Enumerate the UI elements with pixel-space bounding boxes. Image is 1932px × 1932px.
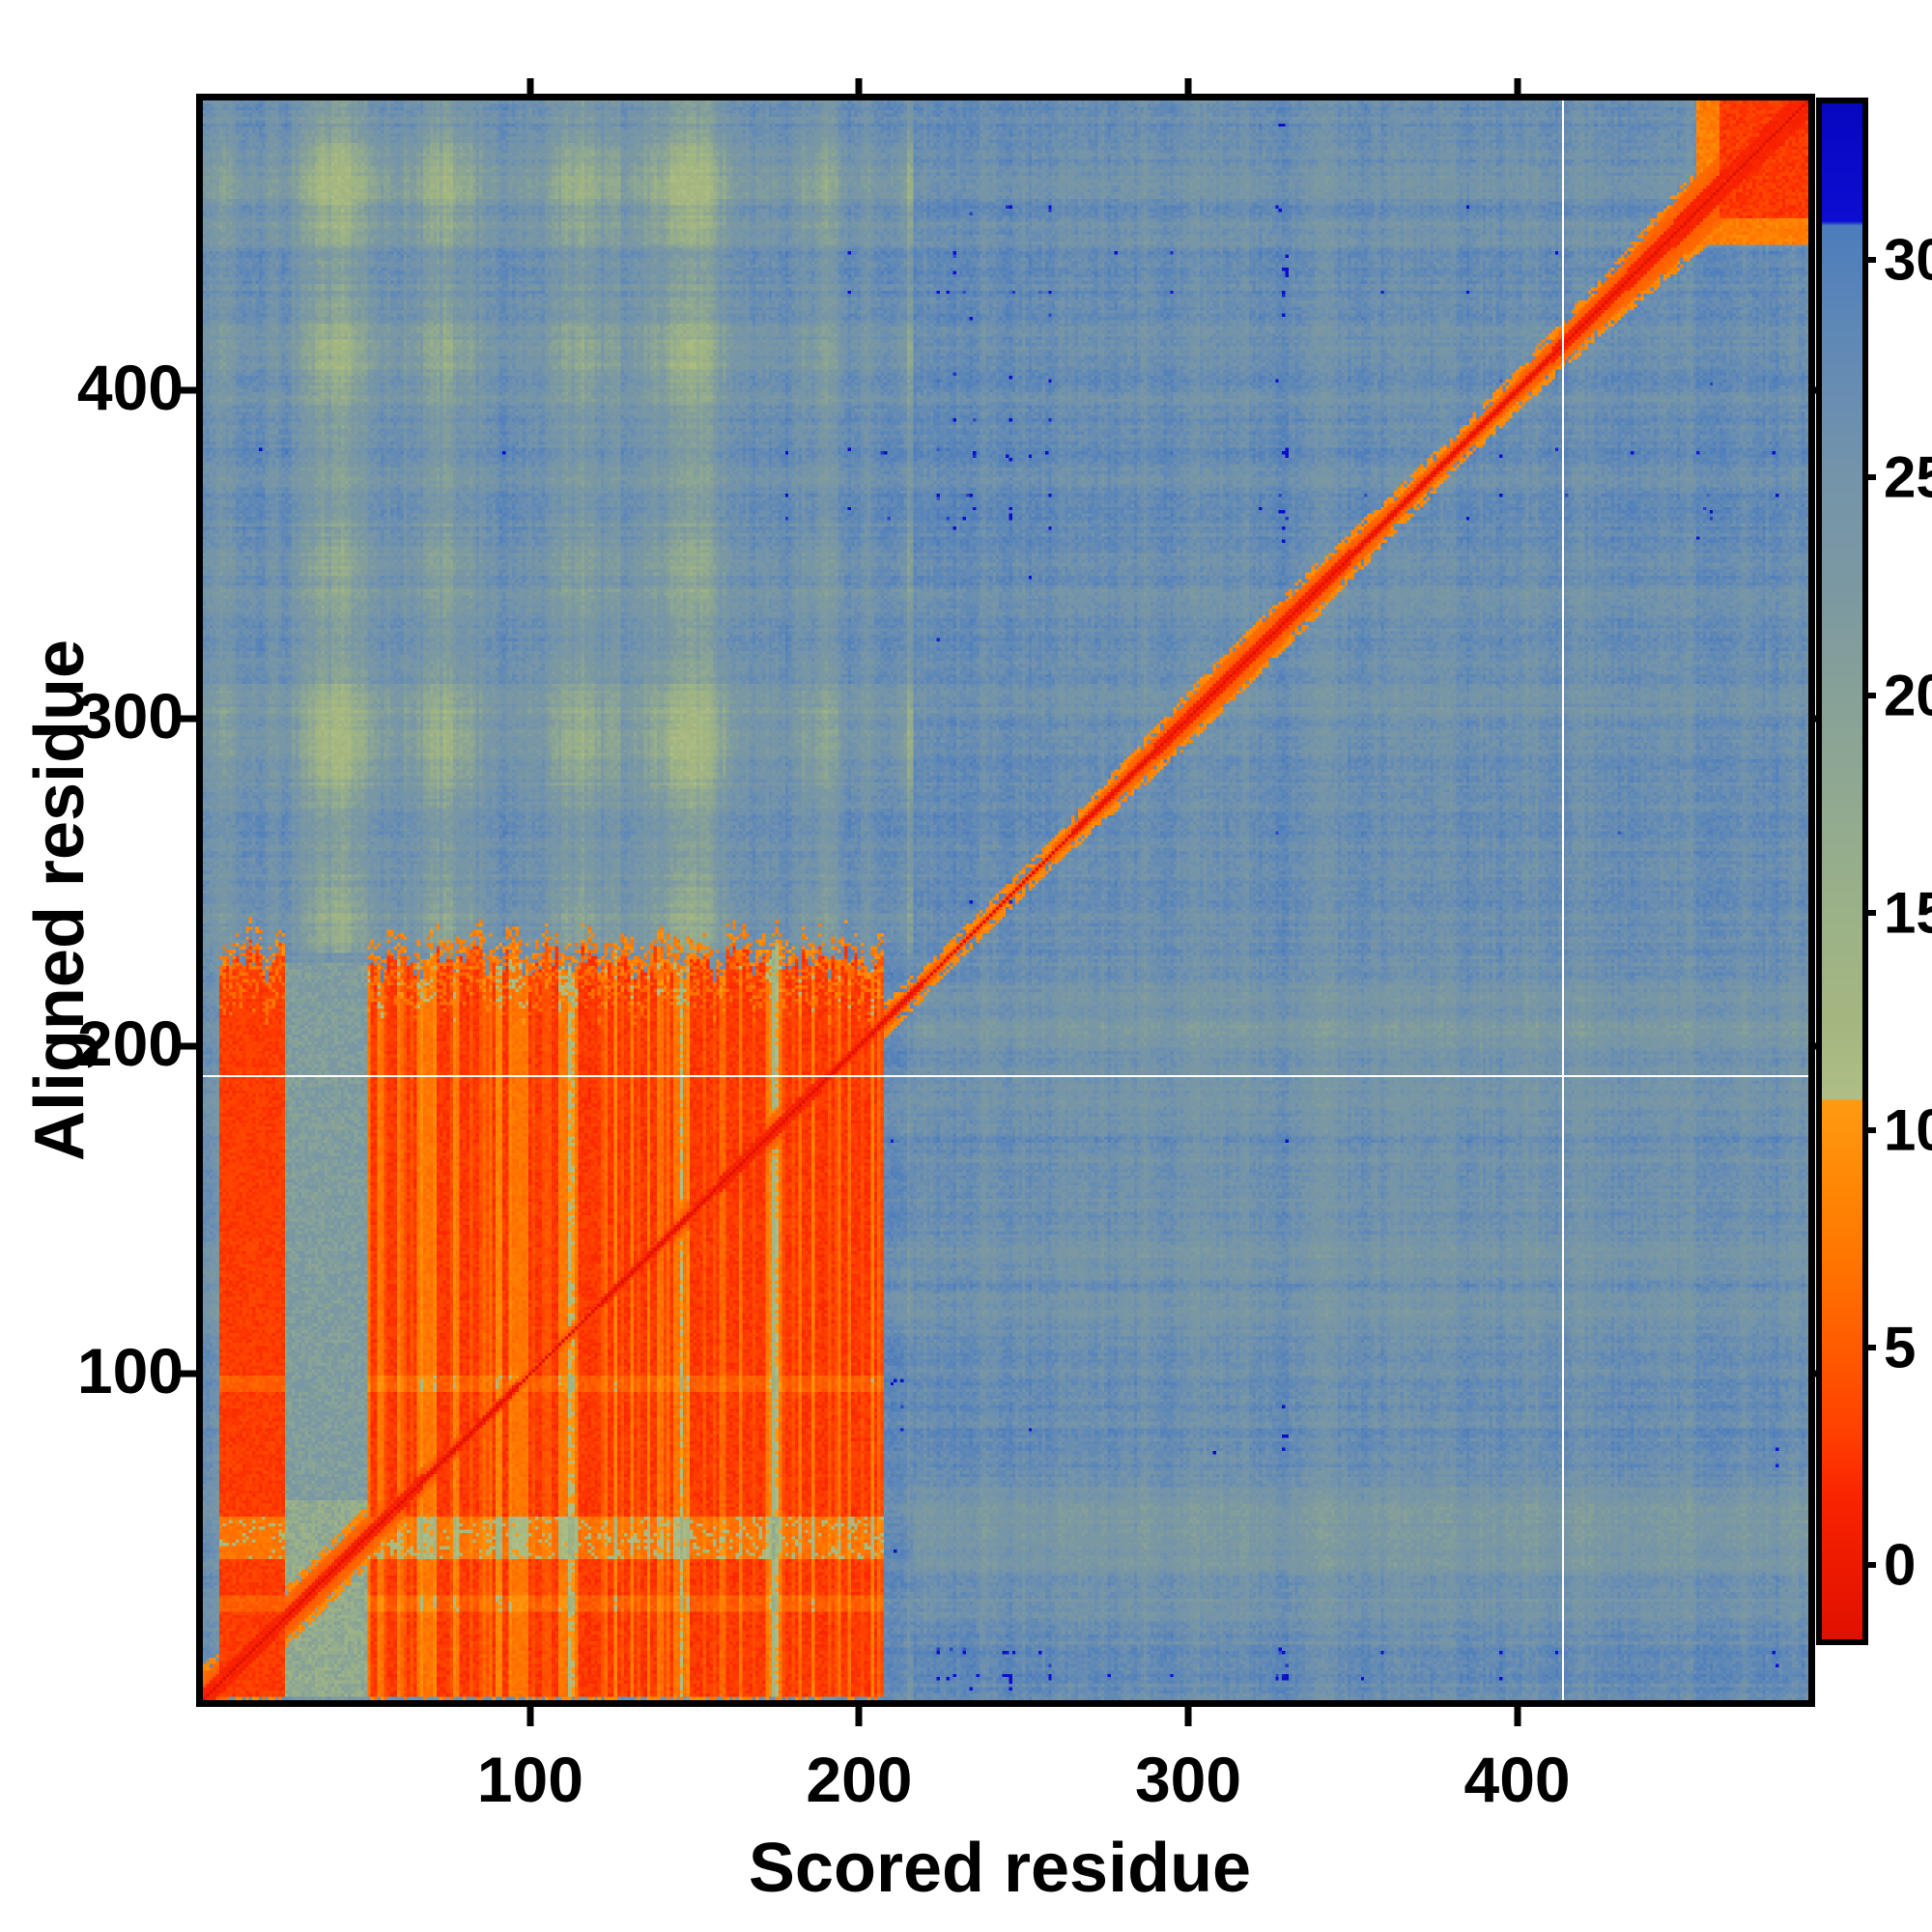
- x-tick-label: 400: [1463, 1744, 1571, 1815]
- x-axis-tick-top: [855, 78, 863, 94]
- y-axis-tick-left: [177, 386, 196, 394]
- colorbar-tick-label: 20: [1884, 663, 1932, 728]
- colorbar-tick: [1862, 1345, 1876, 1351]
- x-axis-tick-top: [1184, 78, 1192, 94]
- x-tick-label: 200: [806, 1744, 913, 1815]
- y-tick-label: 400: [76, 352, 184, 424]
- colorbar-tick: [1862, 909, 1876, 916]
- x-tick-label: 100: [476, 1744, 583, 1815]
- x-axis-tick-bottom: [855, 1707, 863, 1726]
- colorbar-tick: [1862, 1562, 1876, 1569]
- colorbar-tick-label: 0: [1884, 1532, 1917, 1598]
- x-axis-tick-top: [1514, 78, 1521, 94]
- y-axis-tick-left: [177, 1042, 196, 1050]
- colorbar-tick-label: 5: [1884, 1315, 1917, 1380]
- colorbar-tick: [1862, 1127, 1876, 1133]
- x-axis-tick-bottom: [1184, 1707, 1192, 1726]
- plot-area: 100 200 300 400 100 200 300 400: [77, 78, 1829, 1815]
- y-axis-tick-left: [177, 1370, 196, 1378]
- x-axis-tick-bottom: [1514, 1707, 1521, 1726]
- colorbar-tick-label: 10: [1884, 1097, 1932, 1163]
- colorbar-tick: [1862, 692, 1876, 698]
- x-tick-label: 300: [1134, 1744, 1242, 1815]
- y-tick-label: 200: [76, 1007, 184, 1079]
- colorbar-tick: [1862, 257, 1876, 264]
- colorbar: 0 5 10 15 20 25 30: [1816, 98, 1932, 1645]
- colorbar-tick-label: 25: [1884, 444, 1932, 510]
- colorbar-tick-label: 30: [1884, 227, 1932, 293]
- x-axis-tick-bottom: [526, 1707, 534, 1726]
- colorbar-gradient: [1822, 103, 1862, 1639]
- y-tick-label: 300: [76, 679, 184, 752]
- y-tick-label: 100: [76, 1335, 184, 1407]
- colorbar-tick-label: 15: [1884, 880, 1932, 946]
- colorbar-tick: [1862, 474, 1876, 481]
- x-axis-tick-top: [526, 78, 534, 94]
- heatmap-canvas: [203, 100, 1808, 1700]
- y-axis-tick-left: [177, 715, 196, 723]
- x-axis-title: Scored residue: [748, 1830, 1252, 1907]
- y-axis-title: Aligned residue: [21, 639, 99, 1162]
